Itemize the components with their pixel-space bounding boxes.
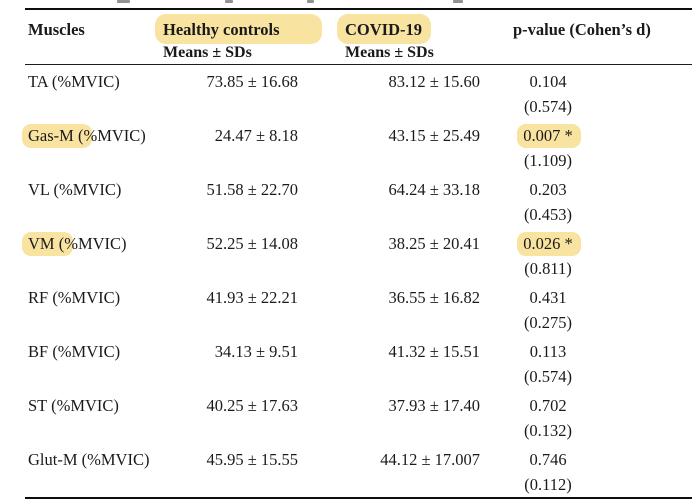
muscle-unit: (%MVIC) <box>47 72 120 91</box>
cohens-d-value: (0.574) <box>523 97 573 116</box>
cohens-d-value: (0.811) <box>524 259 572 278</box>
muscle-name-cell: VL (%MVIC) <box>25 173 163 227</box>
covid-mean-sd-cell: 38.25 ± 20.41 <box>388 234 480 253</box>
muscles-header-label: Muscles <box>28 20 85 39</box>
cropped-text-artifact <box>453 0 463 3</box>
muscle-unit: (%MVIC) <box>48 342 121 361</box>
healthy-means-sds-label: Means ± SDs <box>163 44 252 61</box>
column-header-covid19: COVID-19 Means ± SDs <box>337 9 505 65</box>
table-row: VM (%MVIC) 52.25 ± 14.08 38.25 ± 20.41 0… <box>22 227 692 281</box>
cropped-text-artifact <box>225 0 233 3</box>
p-value: 0.431 <box>529 288 567 307</box>
covid-mean-sd-cell: 44.12 ± 17.007 <box>380 450 480 469</box>
covid-mean-sd-cell: 37.93 ± 17.40 <box>388 396 480 415</box>
p-value: 0.203 <box>529 180 567 199</box>
muscle-unit: (%MVIC) <box>48 288 121 307</box>
cohens-d-value: (0.132) <box>523 421 573 440</box>
pvalue-header-label: p-value (Cohen’s d) <box>513 20 651 39</box>
table-row: Glut-M (%MVIC) 45.95 ± 15.55 44.12 ± 17.… <box>25 443 692 498</box>
muscle-name-cell: VM (%MVIC) <box>22 227 163 281</box>
muscle-name-cell: BF (%MVIC) <box>25 335 163 389</box>
cohens-d-value: (0.574) <box>523 367 573 386</box>
cropped-text-artifact <box>117 0 130 3</box>
cohens-d-value: (1.109) <box>523 151 573 170</box>
pvalue-cell: 0.702 (0.132) <box>505 389 692 443</box>
muscle-code: Gas-M <box>22 124 92 148</box>
muscle-unit: (%MVIC) <box>46 396 119 415</box>
cohens-d-value: (0.275) <box>523 313 573 332</box>
pvalue-cell: 0.746 (0.112) <box>505 443 692 498</box>
pvalue-cell: 0.026 * (0.811) <box>505 227 692 281</box>
healthy-mean-sd-cell: 40.25 ± 17.63 <box>206 396 298 415</box>
muscle-code: BF <box>28 342 49 361</box>
column-header-healthy-controls: Healthy controls Means ± SDs <box>155 9 345 65</box>
table-row: BF (%MVIC) 34.13 ± 9.51 41.32 ± 15.51 0.… <box>25 335 692 389</box>
pvalue-cell: 0.203 (0.453) <box>505 173 692 227</box>
muscle-code: VM <box>22 232 73 256</box>
column-header-pvalue: p-value (Cohen’s d) <box>505 9 692 65</box>
covid-mean-sd-cell: 83.12 ± 15.60 <box>388 72 480 91</box>
healthy-mean-sd-cell: 45.95 ± 15.55 <box>206 450 298 469</box>
covid-mean-sd-cell: 36.55 ± 16.82 <box>388 288 480 307</box>
covid-mean-sd-cell: 41.32 ± 15.51 <box>388 342 480 361</box>
muscle-code: RF <box>28 288 49 307</box>
table-body: TA (%MVIC) 73.85 ± 16.68 83.12 ± 15.60 0… <box>22 65 692 499</box>
muscle-unit: (%MVIC) <box>54 234 127 253</box>
muscle-name-cell: TA (%MVIC) <box>25 65 163 120</box>
table-header: Muscles Healthy controls Means ± SDs COV… <box>25 9 692 65</box>
covid-mean-sd-cell: 64.24 ± 33.18 <box>388 180 480 199</box>
column-header-muscles: Muscles <box>25 9 163 65</box>
muscle-code: TA <box>28 72 48 91</box>
header-row: Muscles Healthy controls Means ± SDs COV… <box>25 9 692 65</box>
table-row: VL (%MVIC) 51.58 ± 22.70 64.24 ± 33.18 0… <box>25 173 692 227</box>
table-row: TA (%MVIC) 73.85 ± 16.68 83.12 ± 15.60 0… <box>25 65 692 120</box>
cropped-text-artifact <box>307 0 314 3</box>
muscle-name-cell: ST (%MVIC) <box>25 389 163 443</box>
healthy-controls-highlight: Healthy controls <box>155 14 322 44</box>
p-value: 0.007 * <box>517 124 581 148</box>
covid-means-sds-label: Means ± SDs <box>345 44 434 61</box>
healthy-mean-sd-cell: 24.47 ± 8.18 <box>214 126 298 145</box>
cohens-d-value: (0.453) <box>523 205 573 224</box>
healthy-mean-sd-cell: 41.93 ± 22.21 <box>206 288 298 307</box>
table-row: ST (%MVIC) 40.25 ± 17.63 37.93 ± 17.40 0… <box>25 389 692 443</box>
healthy-mean-sd-cell: 34.13 ± 9.51 <box>214 342 298 361</box>
results-table: Muscles Healthy controls Means ± SDs COV… <box>22 8 692 499</box>
muscle-name-cell: Gas-M (%MVIC) <box>22 119 163 173</box>
p-value: 0.026 * <box>517 232 581 256</box>
covid-mean-sd-cell: 43.15 ± 25.49 <box>388 126 480 145</box>
pvalue-cell: 0.113 (0.574) <box>505 335 692 389</box>
pvalue-cell: 0.007 * (1.109) <box>505 119 692 173</box>
p-value: 0.746 <box>529 450 567 469</box>
muscle-unit: (%MVIC) <box>73 126 146 145</box>
healthy-mean-sd-cell: 73.85 ± 16.68 <box>206 72 298 91</box>
muscle-code: ST <box>28 396 47 415</box>
muscle-code: Glut-M <box>28 450 78 469</box>
healthy-mean-sd-cell: 51.58 ± 22.70 <box>206 180 298 199</box>
p-value: 0.702 <box>529 396 567 415</box>
p-value: 0.113 <box>529 342 567 361</box>
muscle-name-cell: Glut-M (%MVIC) <box>25 443 163 498</box>
paper-table-page: { "highlight_color": "#f8e3a0", "table":… <box>22 0 692 499</box>
muscle-name-cell: RF (%MVIC) <box>25 281 163 335</box>
pvalue-cell: 0.431 (0.275) <box>505 281 692 335</box>
p-value: 0.104 <box>529 72 567 91</box>
healthy-mean-sd-cell: 52.25 ± 14.08 <box>206 234 298 253</box>
table-row: RF (%MVIC) 41.93 ± 22.21 36.55 ± 16.82 0… <box>25 281 692 335</box>
muscle-unit: (%MVIC) <box>77 450 150 469</box>
pvalue-cell: 0.104 (0.574) <box>505 65 692 120</box>
table-row: Gas-M (%MVIC) 24.47 ± 8.18 43.15 ± 25.49… <box>22 119 692 173</box>
muscle-code: VL <box>28 180 50 199</box>
covid19-highlight: COVID-19 <box>337 14 431 44</box>
cohens-d-value: (0.112) <box>524 475 572 494</box>
muscle-unit: (%MVIC) <box>49 180 122 199</box>
